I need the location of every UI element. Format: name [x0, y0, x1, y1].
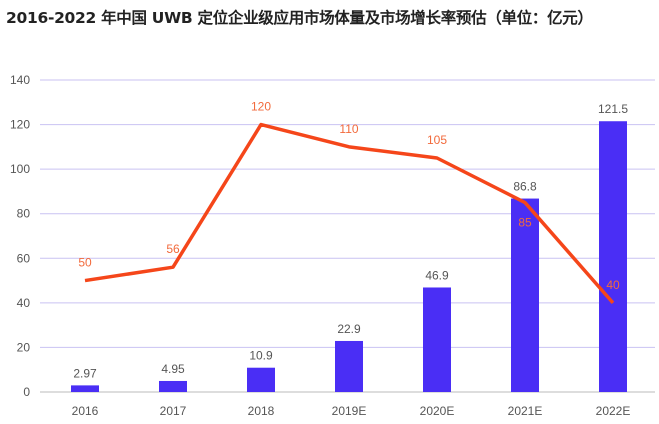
x-tick-label: 2017	[160, 404, 187, 418]
bar-value-label: 2.97	[73, 366, 97, 380]
bar	[511, 198, 539, 392]
y-tick-label: 120	[10, 118, 30, 132]
x-tick-label: 2022E	[596, 404, 631, 418]
bar	[335, 340, 363, 392]
x-tick-label: 2016	[72, 404, 99, 418]
x-tick-label: 2018	[248, 404, 275, 418]
line-value-label: 40	[606, 278, 620, 292]
bar-value-label: 22.9	[337, 322, 361, 336]
bar-value-label: 86.8	[513, 180, 537, 194]
y-tick-label: 100	[10, 162, 30, 176]
y-tick-label: 0	[23, 385, 30, 399]
line-value-label: 50	[78, 256, 92, 270]
bar-value-label: 10.9	[249, 349, 273, 363]
line-value-label: 85	[518, 216, 532, 230]
chart-title: 2016-2022 年中国 UWB 定位企业级应用市场体量及市场增长率预估（单位…	[6, 9, 593, 27]
x-tick-label: 2020E	[420, 404, 455, 418]
y-tick-label: 140	[10, 73, 30, 87]
line-value-label: 56	[166, 242, 180, 256]
line-value-label: 105	[427, 133, 447, 147]
line-value-label: 120	[251, 100, 271, 114]
bar	[247, 367, 275, 392]
bar-value-label: 121.5	[598, 102, 628, 116]
y-tick-label: 60	[17, 251, 31, 265]
y-tick-label: 20	[17, 340, 31, 354]
y-tick-label: 40	[17, 296, 31, 310]
y-tick-label: 80	[17, 207, 31, 221]
bar	[159, 380, 187, 392]
bar	[71, 385, 99, 392]
x-tick-label: 2019E	[332, 404, 367, 418]
line-value-label: 110	[339, 122, 358, 136]
bar-value-label: 4.95	[161, 362, 185, 376]
bar	[423, 287, 451, 392]
bar	[599, 121, 627, 392]
x-tick-label: 2021E	[508, 404, 543, 418]
bar-value-label: 46.9	[425, 268, 449, 282]
